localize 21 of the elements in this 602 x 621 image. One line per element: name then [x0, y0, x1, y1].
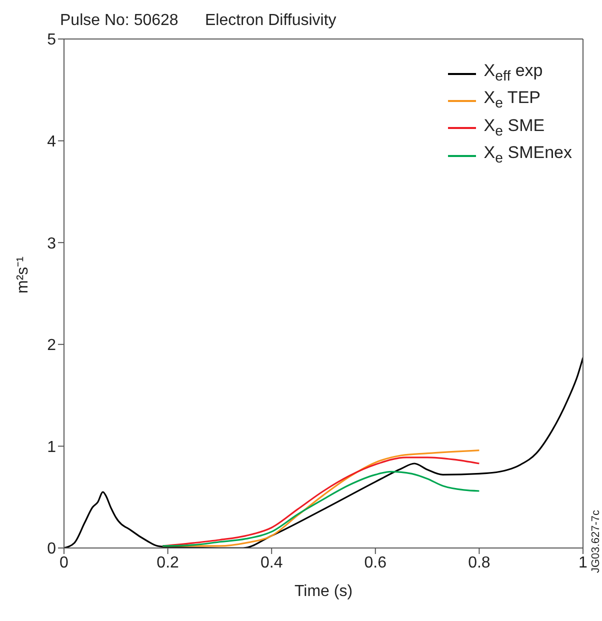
y-tick-label: 5: [47, 32, 56, 49]
x-axis-title: Time (s): [294, 583, 353, 600]
y-tick-label: 4: [47, 133, 56, 150]
y-tick-label: 3: [47, 235, 56, 252]
x-tick-label: 0: [60, 554, 69, 572]
line-series: [162, 470, 480, 547]
x-tick-label: 0.2: [156, 554, 180, 572]
x-tick-label: 0.4: [260, 554, 283, 572]
legend-label: X$_{eff}$ exp: [484, 60, 543, 86]
y-tick-label: 0: [47, 540, 56, 558]
legend-label: X$_{e}$ SMEnex: [484, 142, 572, 169]
chart-title: Pulse No: 50628 Electron Diffusivity: [60, 12, 336, 30]
x-tick-label: 0.8: [468, 554, 490, 572]
y-tick-label: 2: [47, 337, 56, 354]
legend-label: X$_{e}$ TEP: [484, 87, 540, 114]
legend-label: X$_{e}$ SME: [484, 114, 545, 142]
y-axis-title: m²s⁻¹: [14, 256, 32, 294]
x-tick-label: 0.6: [364, 554, 387, 572]
text: JG03.627-7c: [590, 509, 602, 573]
x-tick-label: 1: [578, 554, 588, 572]
y-tick-label: 1: [47, 438, 56, 456]
